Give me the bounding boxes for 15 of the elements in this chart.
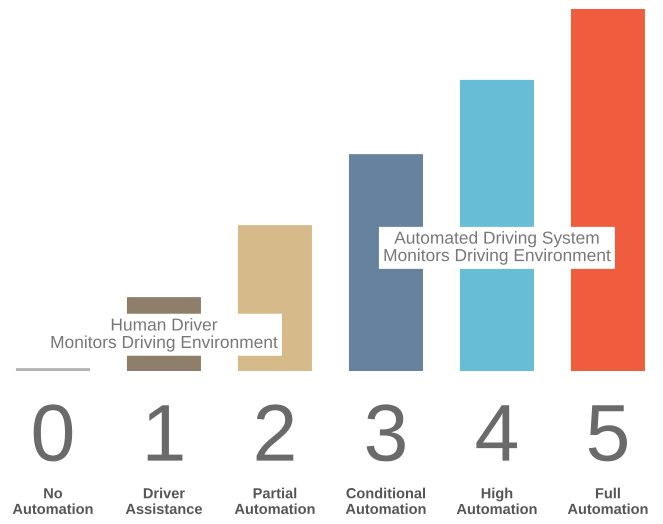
text: 2 bbox=[256, 404, 294, 461]
text: 1 bbox=[148, 405, 182, 461]
x-tick-label: Conditional Automation bbox=[346, 488, 426, 514]
text: 0 bbox=[34, 404, 72, 462]
text: 3 bbox=[366, 404, 405, 462]
annotation: Automated Driving System Monitors Driving Environment bbox=[384, 231, 611, 265]
annotation: Human Driver Monitors Driving Environment bbox=[52, 318, 278, 352]
x-tick-label: Full Automation bbox=[568, 488, 648, 514]
bar bbox=[16, 368, 90, 371]
text: 4 bbox=[476, 405, 517, 461]
x-tick-label: High Automation bbox=[456, 488, 537, 514]
x-tick-label: Partial Automation bbox=[234, 488, 315, 514]
x-tick-label: No Automation bbox=[12, 488, 93, 514]
x-tick-label: Driver Assistance bbox=[126, 488, 202, 514]
text: 5 bbox=[588, 405, 627, 462]
